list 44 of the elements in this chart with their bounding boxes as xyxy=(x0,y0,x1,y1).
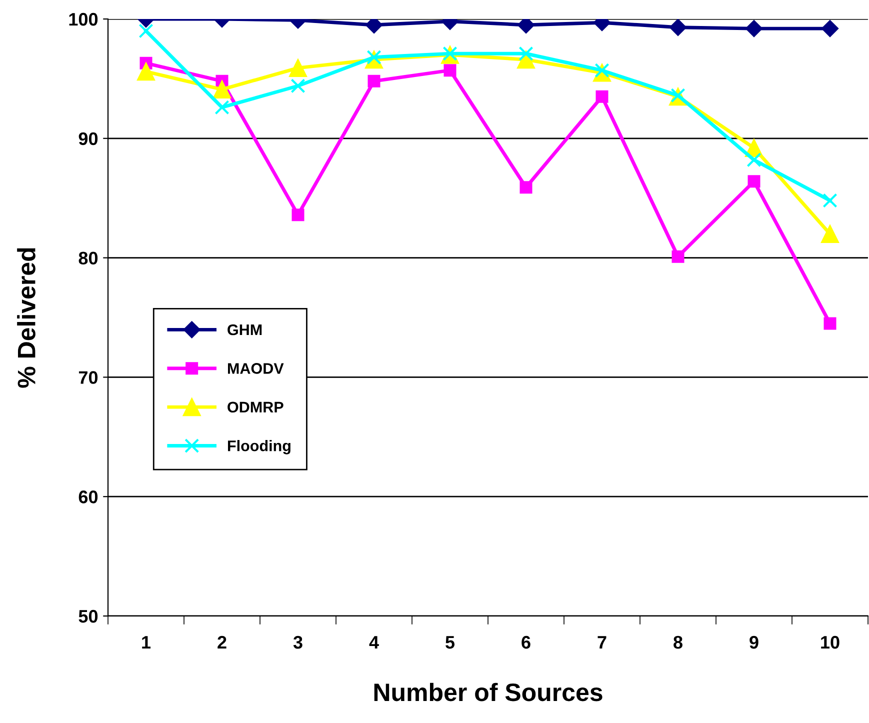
x-tick-label: 1 xyxy=(142,636,151,649)
point xyxy=(136,62,156,81)
point xyxy=(821,20,839,38)
y-tick-label: 50 xyxy=(78,610,98,623)
y-axis-title: % Delivered xyxy=(17,248,36,388)
point xyxy=(746,152,762,168)
point xyxy=(517,19,535,34)
x-tick-label: 9 xyxy=(750,636,758,649)
legend-label: ODMRP xyxy=(228,402,284,413)
x-tick-label: 3 xyxy=(293,636,302,649)
point xyxy=(365,19,383,34)
point xyxy=(444,64,456,77)
point xyxy=(138,24,154,38)
point xyxy=(520,181,532,194)
x-tick-label: 5 xyxy=(446,636,455,649)
legend-label: Flooding xyxy=(228,440,290,454)
point xyxy=(596,90,608,103)
point xyxy=(214,100,230,115)
point xyxy=(820,224,840,243)
x-tick-label: 10 xyxy=(821,636,840,649)
y-tick-label: 90 xyxy=(78,132,98,146)
point xyxy=(292,208,304,222)
point xyxy=(669,19,687,36)
y-tick-label: 100 xyxy=(69,12,98,26)
point xyxy=(748,175,760,188)
point xyxy=(745,20,763,38)
x-axis-title: Number of Sources xyxy=(374,682,602,702)
point xyxy=(288,58,308,77)
legend-label: GHM xyxy=(228,324,262,336)
y-tick-label: 70 xyxy=(78,371,98,384)
x-tick-label: 4 xyxy=(369,636,379,649)
x-tick-label: 7 xyxy=(598,636,606,649)
y-tick-label: 80 xyxy=(78,252,98,265)
point xyxy=(824,317,836,330)
point xyxy=(290,78,306,94)
legend-label: MAODV xyxy=(228,363,284,374)
x-tick-label: 2 xyxy=(218,636,226,649)
point xyxy=(212,80,232,98)
x-tick-label: 6 xyxy=(522,636,530,649)
x-tick-label: 8 xyxy=(674,636,682,649)
point xyxy=(672,250,684,263)
point xyxy=(368,74,380,88)
point xyxy=(822,193,838,208)
y-tick-label: 60 xyxy=(78,490,98,504)
